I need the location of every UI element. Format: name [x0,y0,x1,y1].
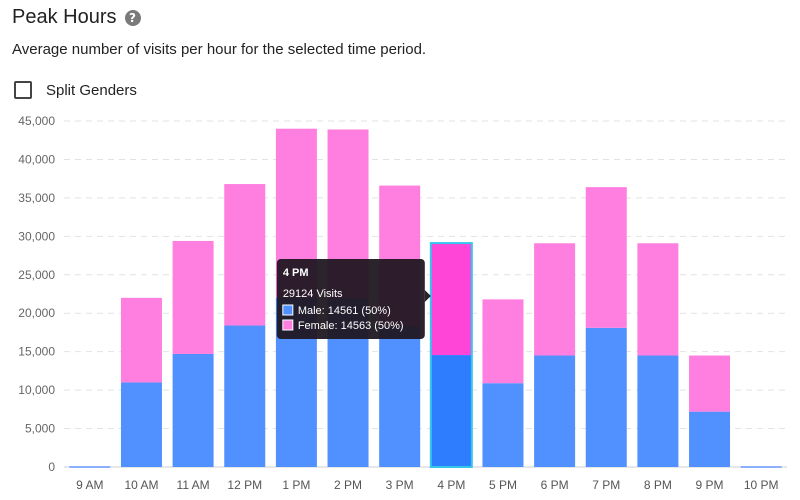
bar-female [224,184,266,326]
x-tick-label: 7 PM [592,478,620,492]
x-tick-label: 5 PM [489,478,517,492]
x-tick-label: 4 PM [437,478,465,492]
bar-male [689,411,731,467]
bar-female [482,299,524,384]
y-tick-label: 40,000 [18,152,55,166]
y-tick-label: 0 [48,460,55,474]
x-tick-label: 12 PM [227,478,262,492]
header: Peak Hours ? [12,6,141,29]
bar-female [430,243,472,356]
x-tick-label: 10 AM [124,478,158,492]
bar-female [172,240,214,354]
split-genders-checkbox[interactable] [14,81,32,99]
tooltip-male-line-swatch [282,304,294,316]
tooltip-box [276,259,425,339]
bar-female [585,187,627,328]
y-tick-label: 10,000 [18,383,55,397]
bar-male [430,355,472,467]
x-tick-label: 3 PM [386,478,414,492]
page-title: Peak Hours [12,6,117,28]
bar-male [120,382,162,467]
tooltip-caret [424,290,431,302]
x-tick-label: 9 AM [76,478,103,492]
tooltip-female-line-swatch [282,319,294,331]
chart-subtitle: Average number of visits per hour for th… [12,41,427,58]
bar-male [172,353,214,467]
y-tick-label: 20,000 [18,306,55,320]
y-tick-label: 5,000 [25,422,55,436]
x-tick-label: 11 AM [177,478,210,492]
split-genders-label: Split Genders [46,81,137,99]
bar-male [585,327,627,467]
bar-female [637,243,679,356]
bar-female [534,243,576,356]
y-tick-label: 25,000 [18,268,55,282]
bar-male [224,325,266,467]
x-tick-label: 8 PM [644,478,672,492]
question-circle-icon[interactable]: ? [124,9,141,26]
split-genders-toggle[interactable]: Split Genders [14,81,137,99]
bar-male [534,355,576,467]
x-tick-label: 1 PM [282,478,310,492]
x-tick-label: 6 PM [541,478,569,492]
tooltip-title: 4 PM [283,267,309,279]
y-tick-label: 15,000 [18,345,55,359]
y-tick-label: 35,000 [18,191,55,205]
bar-male [637,355,679,467]
y-tick-label: 45,000 [18,114,55,128]
bar-highlight-outline [429,242,473,468]
tooltip-female-line: Female: 14563 (50%) [298,320,404,332]
bar-male [482,383,524,467]
bar-female [120,297,162,383]
bar-female [689,355,731,412]
x-tick-label: 10 PM [744,478,779,492]
x-tick-label: 9 PM [696,478,724,492]
x-tick-label: 2 PM [334,478,362,492]
tooltip-total: 29124 Visits [283,288,343,300]
tooltip-male-line: Male: 14561 (50%) [298,305,391,317]
y-tick-label: 30,000 [18,229,55,243]
bar-male [379,326,421,467]
